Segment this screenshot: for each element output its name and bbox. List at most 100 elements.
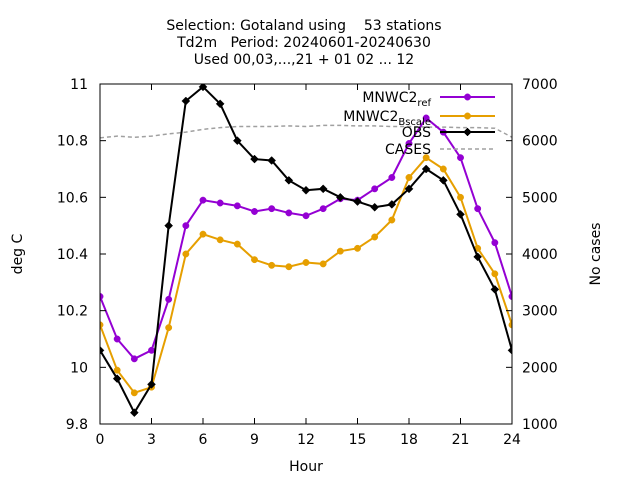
data-point: [354, 244, 361, 252]
data-point: [112, 374, 122, 384]
legend-label: CASES: [385, 142, 431, 158]
legend-label: MNWC2Bscale: [343, 109, 431, 128]
x-tick-label: 21: [452, 432, 470, 448]
y-tick-label: 9.8: [66, 417, 88, 433]
data-point: [508, 321, 512, 329]
data-point: [388, 174, 396, 181]
data-point: [113, 335, 121, 343]
y-tick-label: 10.4: [57, 247, 88, 263]
x-axis-label: Hour: [289, 459, 323, 475]
data-point: [216, 199, 224, 207]
data-point: [285, 263, 293, 271]
x-tick-label: 12: [297, 432, 315, 448]
data-point: [233, 240, 241, 248]
data-point: [404, 184, 414, 194]
data-point: [474, 205, 482, 213]
x-tick-label: 18: [400, 432, 418, 448]
data-point: [353, 197, 362, 206]
x-tick-label: 3: [147, 432, 156, 448]
data-point: [388, 216, 396, 224]
data-point: [182, 250, 190, 258]
data-point: [268, 205, 276, 213]
data-point: [100, 293, 104, 300]
title-line: Used 00,03,...,21 + 01 02 ... 12: [194, 52, 414, 68]
data-point: [318, 184, 328, 194]
data-point: [405, 174, 413, 181]
data-point: [130, 355, 138, 363]
data-point: [267, 156, 277, 165]
series-obs: [100, 84, 512, 418]
data-point: [148, 346, 155, 354]
x-tick-label: 9: [250, 432, 259, 448]
data-point: [491, 239, 499, 247]
series-cases: [100, 124, 512, 139]
series-line: [100, 124, 512, 139]
data-point: [491, 270, 499, 278]
y2-tick-label: 4000: [522, 247, 558, 263]
data-point: [319, 205, 327, 213]
data-point: [302, 212, 310, 220]
y-axis-label: deg C: [10, 233, 26, 274]
y2-tick-label: 6000: [522, 134, 558, 150]
data-point: [371, 233, 379, 241]
y2-tick-label: 7000: [522, 77, 558, 93]
data-point: [182, 222, 190, 230]
data-point: [457, 154, 464, 162]
data-point: [457, 193, 464, 201]
data-point: [250, 154, 259, 164]
data-point: [129, 408, 139, 418]
data-point: [439, 165, 447, 173]
y2-tick-label: 1000: [522, 417, 558, 433]
y2-tick-label: 5000: [522, 190, 558, 206]
data-point: [284, 175, 294, 185]
data-point: [371, 185, 379, 193]
y-tick-label: 10: [70, 360, 88, 376]
y2-tick-label: 2000: [522, 360, 558, 376]
data-point: [199, 196, 207, 204]
data-point: [507, 345, 512, 355]
data-point: [473, 252, 483, 262]
x-tick-label: 6: [199, 432, 208, 448]
data-point: [336, 247, 344, 255]
data-point: [232, 136, 242, 146]
x-tick-label: 24: [503, 432, 521, 448]
data-point: [370, 202, 380, 212]
data-point: [268, 261, 276, 269]
data-point: [251, 256, 258, 264]
plot-frame: [99, 83, 513, 425]
data-point: [251, 208, 258, 215]
data-point: [233, 202, 241, 210]
data-point: [100, 345, 105, 355]
data-point: [181, 96, 191, 106]
data-point: [147, 379, 156, 389]
y-tick-label: 10.6: [57, 190, 88, 206]
data-point: [164, 221, 174, 231]
y-tick-label: 10.8: [57, 134, 88, 150]
data-point: [301, 185, 311, 195]
title-line: Selection: Gotaland using 53 stations: [166, 18, 441, 34]
chart-title: Selection: Gotaland using 53 stationsTd2…: [166, 18, 441, 68]
legend-marker: [464, 93, 471, 101]
data-point: [387, 200, 397, 209]
data-point: [422, 114, 430, 122]
data-point: [456, 209, 465, 219]
legend-label: OBS: [402, 125, 431, 141]
data-point: [100, 321, 104, 329]
data-point: [422, 154, 430, 162]
data-point: [405, 140, 413, 147]
data-point: [421, 164, 431, 174]
data-point: [199, 230, 207, 238]
series-mnwc2-ref: [100, 114, 512, 363]
data-point: [130, 389, 138, 397]
data-point: [113, 366, 121, 374]
data-point: [165, 324, 173, 332]
y-tick-label: 11: [70, 77, 88, 93]
data-point: [335, 192, 345, 202]
y-tick-label: 10.2: [57, 304, 88, 320]
data-point: [215, 99, 225, 109]
data-point: [438, 175, 448, 185]
data-point: [319, 260, 327, 268]
y2-axis-label: No cases: [588, 223, 604, 286]
